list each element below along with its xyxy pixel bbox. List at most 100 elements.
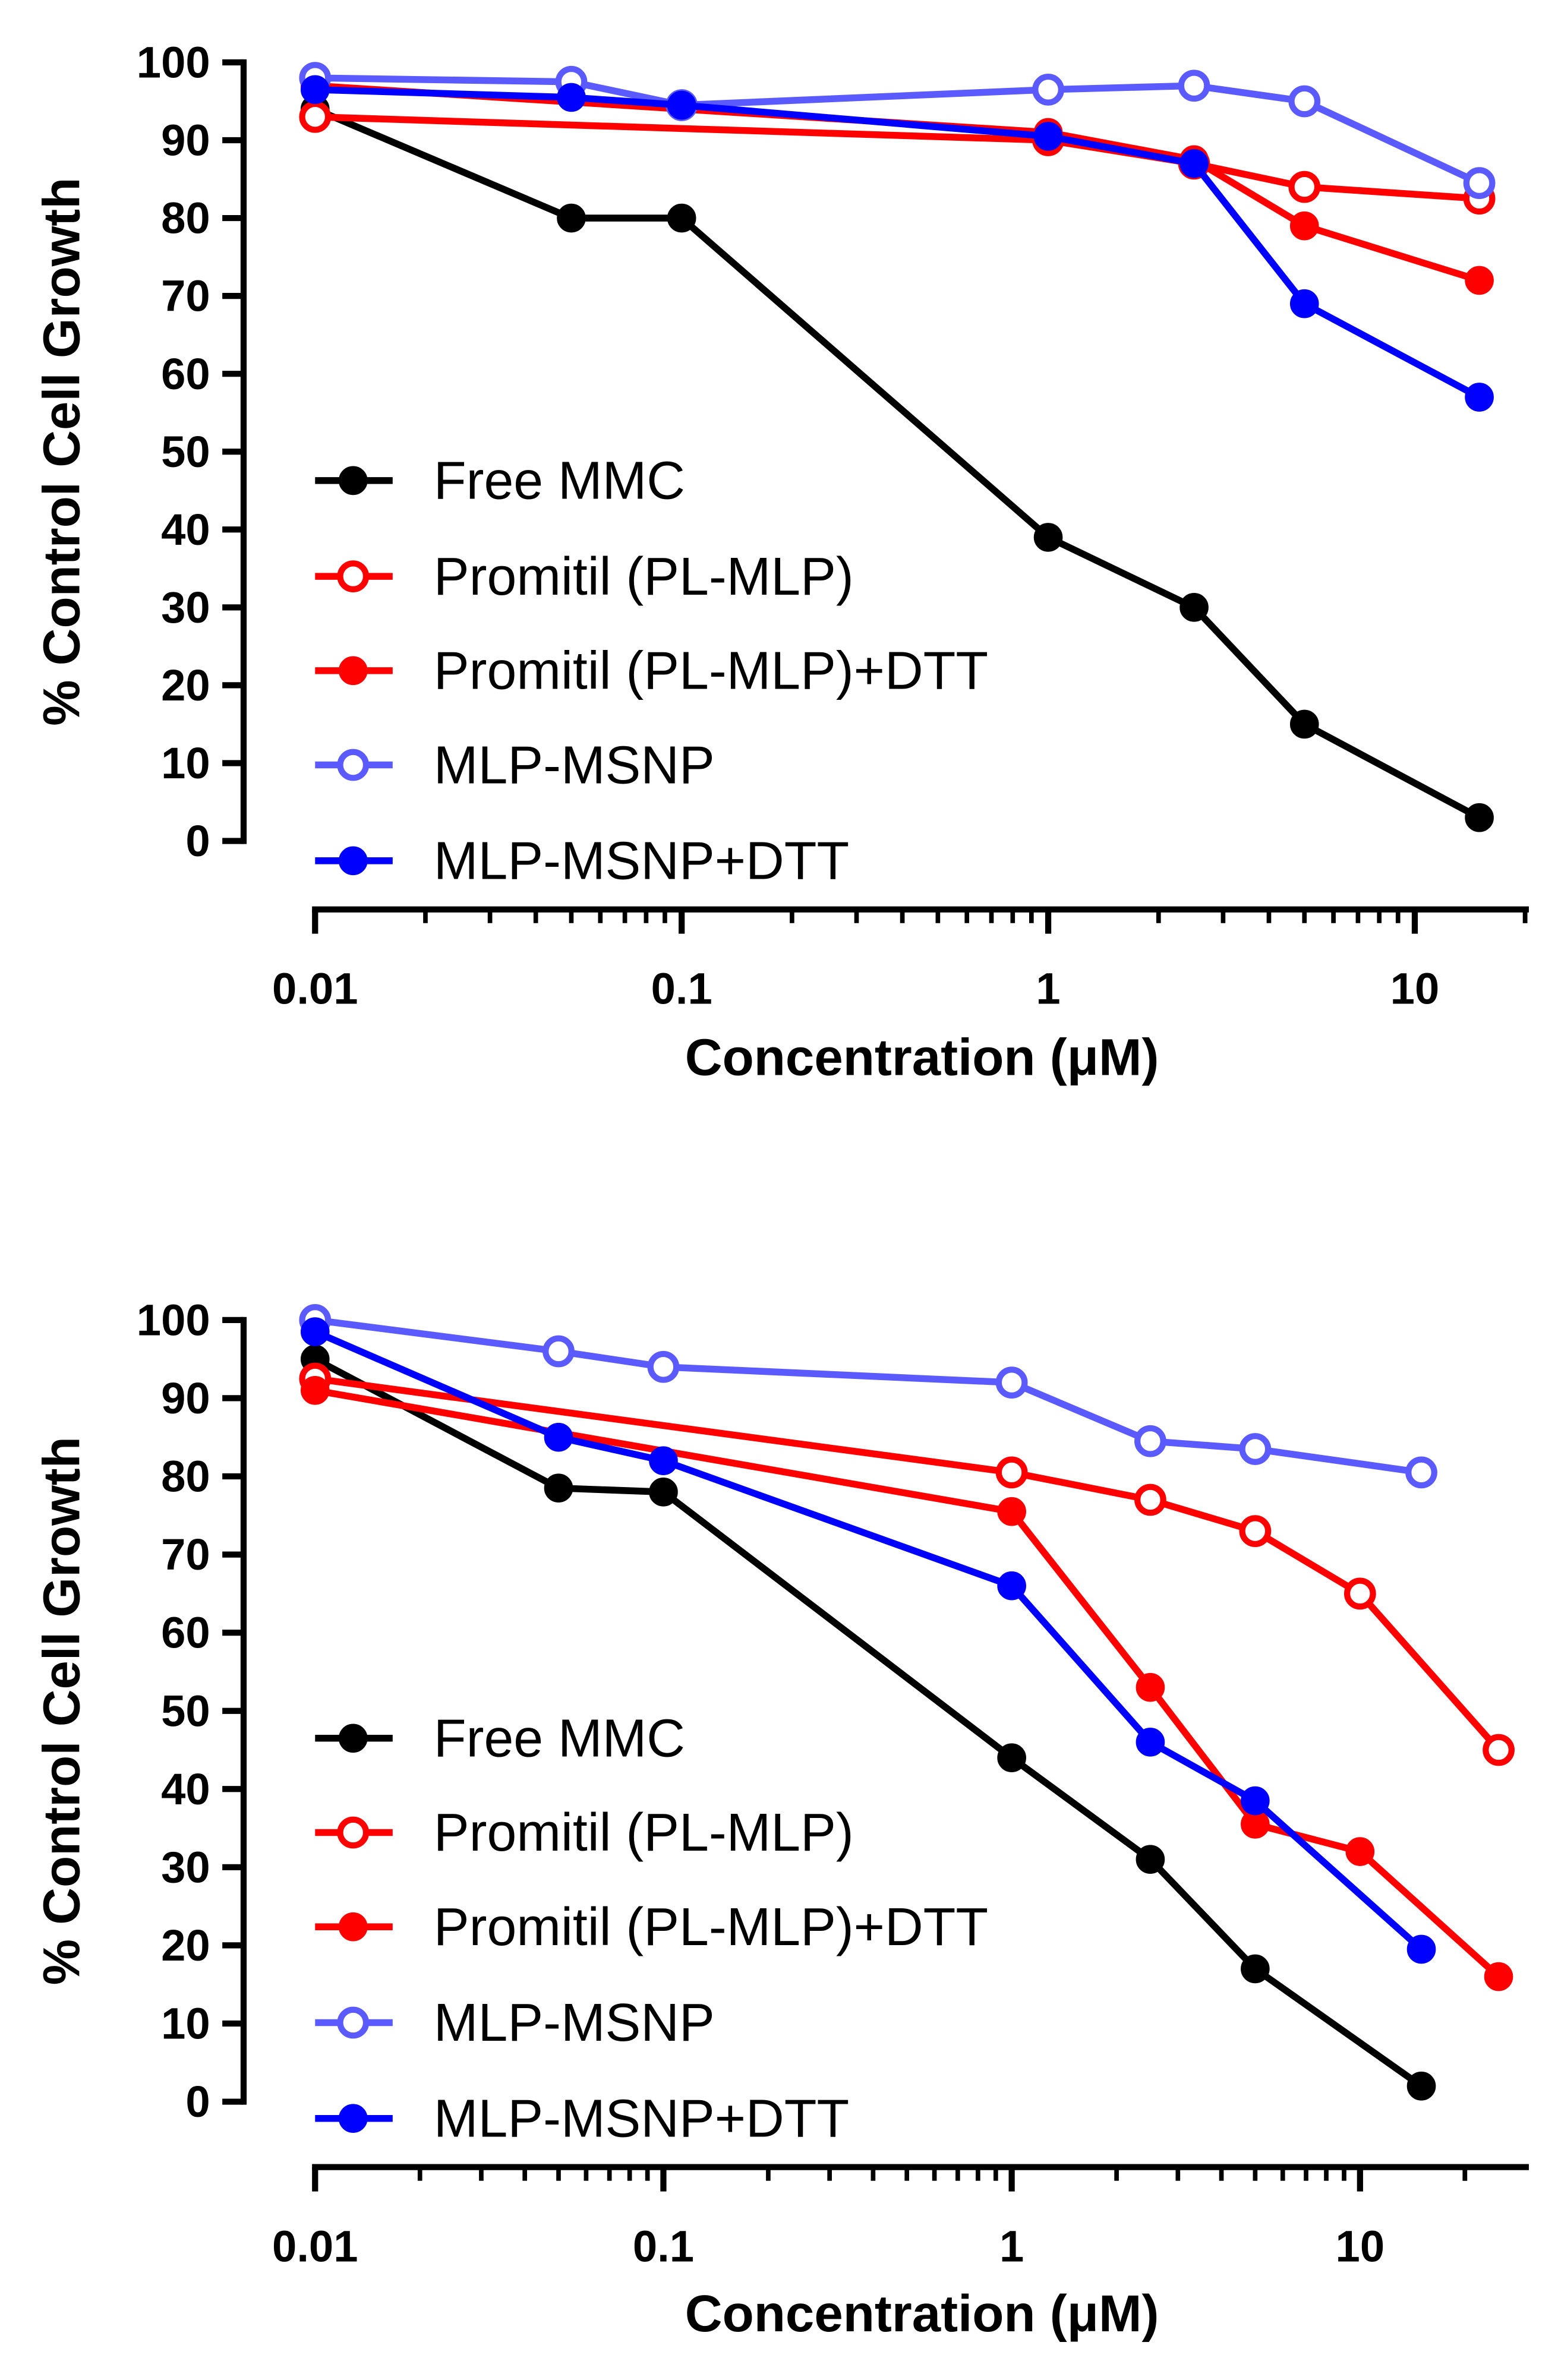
legend-marker <box>337 2006 370 2039</box>
data-point <box>1345 1837 1375 1866</box>
y-tick-label: 90 <box>161 116 210 165</box>
data-point <box>1241 1786 1270 1816</box>
legend-label: MLP-MSNP <box>434 735 715 794</box>
legend-item: MLP-MSNP <box>315 735 715 794</box>
data-point <box>647 1350 680 1383</box>
data-point <box>300 75 330 105</box>
data-point <box>667 90 696 120</box>
legend-marker <box>338 656 368 686</box>
y-tick-label: 100 <box>137 38 210 87</box>
data-point <box>557 83 586 112</box>
y-tick-label: 0 <box>185 2077 210 2126</box>
x-axis-label: Concentration (μM) <box>685 1029 1159 1087</box>
x-tick-label: 10 <box>1390 964 1440 1013</box>
data-point <box>1289 709 1319 739</box>
series-promitil-pl-mlp-dtt <box>300 1375 1513 1991</box>
data-point <box>1241 1954 1270 1984</box>
data-point <box>543 1335 575 1368</box>
y-tick-label: 0 <box>185 816 210 866</box>
legend-item: Free MMC <box>315 1709 685 1768</box>
data-point <box>1463 167 1496 199</box>
data-point <box>1465 266 1494 295</box>
chart-bottom: 0 10 20 30 40 50 60 70 80 90 100 0.01 0.1 1 10 Concentr… <box>33 1295 1529 2343</box>
series-line <box>314 1387 1501 1980</box>
y-axis-label: % Control Cell Growth <box>33 1437 91 1985</box>
y-tick-label: 60 <box>161 1608 210 1658</box>
data-point <box>1465 803 1494 832</box>
data-point <box>300 1375 330 1405</box>
legend-item: MLP-MSNP <box>315 1993 715 2052</box>
legend-label: MLP-MSNP+DTT <box>434 2088 849 2148</box>
series-mlp-msnp-dtt <box>300 75 1494 412</box>
data-point <box>557 203 586 233</box>
data-point <box>1179 149 1209 178</box>
y-tick-label: 80 <box>161 1452 210 1501</box>
data-point <box>544 1422 573 1452</box>
data-point <box>997 1743 1026 1772</box>
y-tick-label: 70 <box>161 272 210 321</box>
legend-marker <box>337 749 370 781</box>
data-point <box>300 1317 330 1346</box>
y-axis-label: % Control Cell Growth <box>33 178 91 726</box>
data-point <box>1134 1483 1166 1516</box>
legend-label: Free MMC <box>434 451 685 510</box>
series-promitil-pl-mlp- <box>299 1362 1515 1766</box>
data-point <box>1239 1433 1272 1465</box>
data-point <box>667 203 696 233</box>
legend-marker <box>337 560 370 593</box>
data-point <box>1178 70 1210 102</box>
series-mlp-msnp-dtt <box>300 1317 1436 1964</box>
data-point <box>1405 1456 1437 1489</box>
data-point <box>1465 383 1494 412</box>
y-tick-label: 10 <box>161 738 210 788</box>
legend-marker <box>337 1816 370 1849</box>
legend-label: MLP-MSNP <box>434 1993 715 2052</box>
data-point <box>1288 171 1321 203</box>
legend-item: Promitil (PL-MLP)+DTT <box>315 641 988 700</box>
legend-marker <box>338 466 368 495</box>
data-point <box>1289 211 1319 241</box>
data-point <box>995 1366 1028 1399</box>
series-free-mmc <box>300 1344 1436 2101</box>
series-line <box>314 1375 1502 1753</box>
legend-item: Promitil (PL-MLP) <box>315 1803 854 1862</box>
y-tick-label: 30 <box>161 583 210 632</box>
legend-marker <box>338 1912 368 1942</box>
data-point <box>1136 1672 1165 1702</box>
legend-item: MLP-MSNP+DTT <box>315 831 849 891</box>
data-point <box>1032 73 1064 106</box>
legend-label: Promitil (PL-MLP) <box>434 547 854 606</box>
data-point <box>1483 1734 1515 1766</box>
legend-marker <box>338 2104 368 2133</box>
y-tick-label: 90 <box>161 1374 210 1423</box>
legend-item: Free MMC <box>315 451 685 510</box>
data-point <box>1289 289 1319 318</box>
x-tick-label: 0.01 <box>272 964 358 1013</box>
chart-top: 0 10 20 30 40 50 60 70 80 90 100 0.01 0.1 1 10 Concentr… <box>33 38 1529 1087</box>
y-tick-label: 40 <box>161 505 210 554</box>
y-tick-label: 20 <box>161 1921 210 1970</box>
x-tick-label: 10 <box>1336 2221 1385 2271</box>
legend-item: MLP-MSNP+DTT <box>315 2088 849 2148</box>
series-mlp-msnp <box>299 1303 1437 1489</box>
data-point <box>649 1446 678 1476</box>
x-tick-label: 1 <box>1036 964 1060 1013</box>
data-point <box>1288 85 1321 118</box>
data-point <box>299 100 332 133</box>
data-point <box>1134 1425 1166 1457</box>
legend-item: Promitil (PL-MLP)+DTT <box>315 1897 988 1956</box>
data-point <box>1343 1577 1376 1610</box>
data-point <box>997 1571 1026 1601</box>
x-tick-label: 0.1 <box>633 2221 694 2271</box>
y-tick-label: 30 <box>161 1842 210 1892</box>
data-point <box>1136 1728 1165 1757</box>
data-point <box>1033 122 1063 151</box>
y-tick-label: 10 <box>161 1999 210 2048</box>
legend-item: Promitil (PL-MLP) <box>315 547 854 606</box>
x-tick-label: 1 <box>999 2221 1024 2271</box>
data-point <box>544 1473 573 1503</box>
y-tick-label: 80 <box>161 194 210 243</box>
data-point <box>1033 523 1063 552</box>
y-tick-label: 40 <box>161 1765 210 1814</box>
data-point <box>997 1497 1026 1526</box>
